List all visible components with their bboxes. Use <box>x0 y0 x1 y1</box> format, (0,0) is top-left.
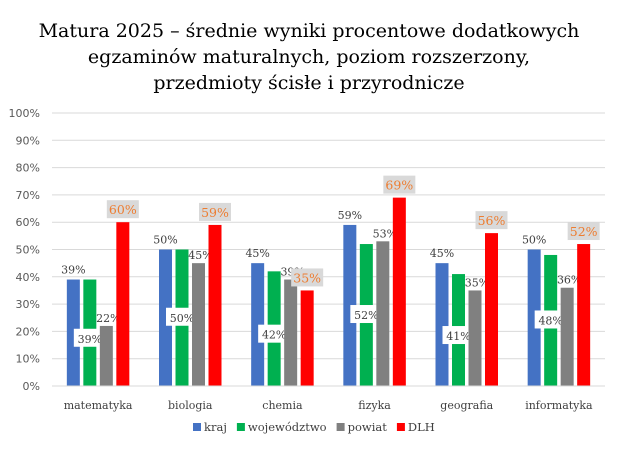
bar-DLH <box>392 197 406 386</box>
bar-DLH <box>485 233 498 386</box>
bar-kraj <box>159 249 172 386</box>
title-line-1: Matura 2025 – średnie wyniki procentowe … <box>38 20 580 42</box>
data-label-box <box>383 175 416 194</box>
x-tick-label: chemia <box>262 399 303 412</box>
data-label-box <box>291 268 324 287</box>
bar-kraj <box>251 263 265 386</box>
bar-powiat <box>284 279 298 386</box>
data-label-box <box>166 307 198 326</box>
title-line-2: egzaminów maturalnych, poziom rozszerzon… <box>87 46 531 68</box>
bar-kraj <box>66 279 80 386</box>
legend-label: powiat <box>348 420 388 434</box>
legend-marker-kraj <box>193 423 201 431</box>
y-tick-label: 20% <box>16 325 40 338</box>
x-tick-label: fizyka <box>358 399 391 412</box>
data-label: 48% <box>538 314 562 327</box>
data-label: 39% <box>61 264 85 277</box>
data-label: 42% <box>262 329 286 342</box>
bar-DLH <box>116 222 130 386</box>
data-label: 35% <box>465 276 489 289</box>
data-label: 41% <box>446 330 470 343</box>
chart-title: Matura 2025 – średnie wyniki procentowe … <box>0 18 618 96</box>
legend-marker-województwo <box>236 423 245 431</box>
legend-label: kraj <box>204 420 227 434</box>
x-tick-label: geografia <box>440 399 493 412</box>
data-label-box <box>534 310 567 329</box>
data-label-box <box>258 324 291 343</box>
data-label: 56% <box>478 213 506 228</box>
data-label: 53% <box>373 227 397 240</box>
data-label: 45% <box>245 247 269 260</box>
y-tick-label: 40% <box>16 271 40 284</box>
y-tick-label: 60% <box>16 216 40 229</box>
y-tick-label: 100% <box>9 107 40 120</box>
bar-DLH <box>208 224 222 386</box>
y-tick-label: 0% <box>23 380 40 393</box>
data-label: 59% <box>201 205 229 220</box>
bar-kraj <box>527 249 541 386</box>
bar-kraj <box>343 224 357 386</box>
legend-marker-powiat <box>336 423 345 431</box>
data-label-box <box>199 202 231 221</box>
x-tick-label: biologia <box>168 399 213 412</box>
legend-label: województwo <box>248 420 327 434</box>
bar-powiat <box>560 287 574 386</box>
y-tick-label: 50% <box>16 244 40 257</box>
data-label: 50% <box>522 234 546 247</box>
title-line-3: przedmioty ścisłe i przyrodnicze <box>153 72 465 94</box>
bar-powiat <box>376 241 390 386</box>
data-label: 59% <box>338 209 362 222</box>
data-label: 52% <box>354 309 378 322</box>
y-tick-label: 90% <box>16 134 40 147</box>
data-label: 45% <box>430 247 454 260</box>
bar-DLH <box>577 244 591 386</box>
y-tick-label: 10% <box>16 353 40 366</box>
data-label: 39% <box>78 333 102 346</box>
data-label: 52% <box>570 224 598 239</box>
data-label-box <box>442 326 475 345</box>
data-label: 35% <box>293 270 321 285</box>
legend-marker-DLH <box>396 423 405 431</box>
data-label-box <box>567 222 600 241</box>
data-label: 36% <box>557 274 581 287</box>
y-tick-label: 30% <box>16 298 40 311</box>
x-tick-label: informatyka <box>525 399 593 412</box>
data-label-box <box>73 328 106 347</box>
bar-kraj <box>435 263 449 386</box>
bar-powiat <box>99 325 113 386</box>
bar-powiat <box>192 263 205 386</box>
data-label: 22% <box>96 312 120 325</box>
data-label-box <box>106 200 139 219</box>
data-label: 69% <box>385 178 413 193</box>
data-label: 50% <box>170 312 194 325</box>
bar-powiat <box>468 290 482 386</box>
data-label: 50% <box>153 234 177 247</box>
legend-label: DLH <box>408 420 435 434</box>
data-label-box <box>350 305 383 324</box>
x-tick-label: matematyka <box>64 399 133 412</box>
y-tick-label: 70% <box>16 189 40 202</box>
data-label: 60% <box>109 202 137 217</box>
y-tick-label: 80% <box>16 162 40 175</box>
data-label: 45% <box>188 249 212 262</box>
bar-DLH <box>300 290 314 386</box>
data-label-box <box>475 211 508 230</box>
